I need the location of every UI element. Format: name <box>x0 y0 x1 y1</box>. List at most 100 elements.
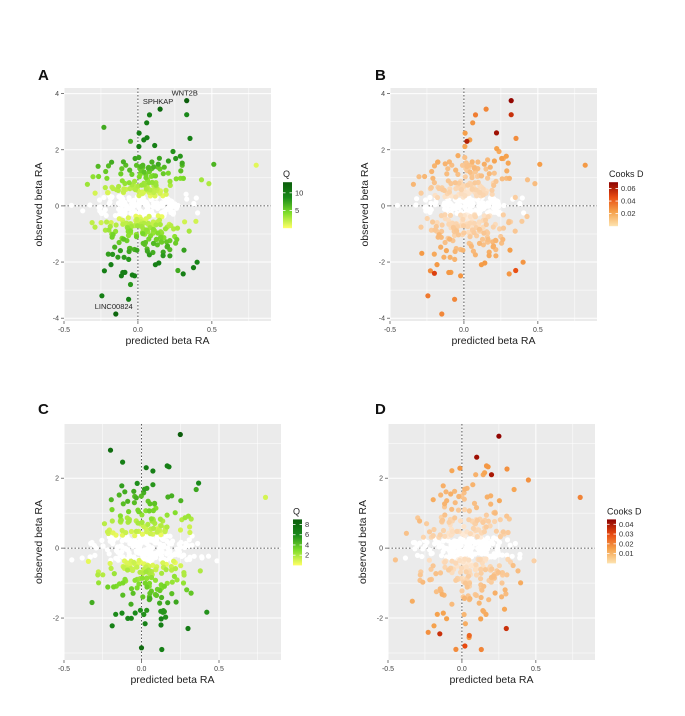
data-point <box>438 492 444 498</box>
data-point <box>480 242 486 248</box>
data-point <box>481 213 487 219</box>
data-point <box>124 567 131 573</box>
data-point <box>462 204 468 210</box>
data-point <box>193 486 199 493</box>
x-tick-label: 0.0 <box>133 327 143 334</box>
data-point <box>87 202 93 208</box>
data-point <box>171 226 177 232</box>
data-point <box>165 545 171 551</box>
data-point <box>121 254 127 260</box>
data-point <box>446 221 452 227</box>
x-tick-label: 0.0 <box>457 666 467 673</box>
data-point <box>506 271 512 277</box>
data-point <box>461 496 467 502</box>
data-point <box>500 212 506 218</box>
data-point <box>503 591 509 597</box>
data-point <box>479 587 485 593</box>
x-tick-label: 0.0 <box>459 327 469 334</box>
data-point <box>253 162 259 168</box>
data-point <box>489 187 495 193</box>
data-point <box>476 226 483 232</box>
data-point <box>157 221 163 228</box>
data-point <box>155 161 161 167</box>
data-point <box>437 532 443 538</box>
data-point <box>394 202 400 208</box>
data-point <box>145 521 151 528</box>
data-point <box>442 564 448 570</box>
data-point <box>447 212 454 218</box>
data-point <box>152 577 159 583</box>
data-point <box>150 508 156 514</box>
data-point <box>480 186 486 192</box>
data-point <box>472 214 478 220</box>
data-point <box>157 106 163 112</box>
x-axis-label: predicted beta RA <box>449 674 533 686</box>
data-point <box>496 433 502 439</box>
data-point <box>143 199 149 205</box>
data-point <box>429 168 435 175</box>
data-point <box>442 216 448 222</box>
data-point <box>120 501 126 507</box>
data-point <box>449 601 455 607</box>
point-annotation: WNT2B <box>172 89 198 98</box>
data-point <box>470 120 476 126</box>
data-point <box>432 227 438 233</box>
data-point <box>157 600 163 606</box>
data-point <box>457 569 464 575</box>
data-point <box>109 234 115 240</box>
data-point <box>116 183 122 190</box>
data-point <box>490 224 496 230</box>
data-point <box>485 214 491 220</box>
legend-tick-label: 0.04 <box>619 520 634 529</box>
data-point <box>487 553 493 559</box>
data-point <box>483 512 489 518</box>
legend-title: Cooks D <box>609 169 644 179</box>
data-point <box>470 538 476 544</box>
data-point <box>127 281 134 288</box>
data-point <box>164 244 170 250</box>
data-point <box>410 181 416 187</box>
x-axis-label: predicted beta RA <box>130 674 214 686</box>
data-point <box>494 547 500 553</box>
data-point <box>127 541 133 547</box>
data-point <box>472 252 478 258</box>
x-tick-label: 0.5 <box>207 327 217 334</box>
data-point <box>486 541 492 547</box>
data-point <box>464 163 470 170</box>
data-point <box>110 251 116 257</box>
data-point <box>138 645 145 651</box>
data-point <box>501 606 508 612</box>
data-point <box>478 594 484 601</box>
data-point <box>153 592 160 599</box>
data-point <box>499 570 505 576</box>
data-point <box>457 465 463 471</box>
data-point <box>178 498 184 504</box>
data-point <box>147 501 153 507</box>
data-point <box>133 495 139 501</box>
data-point <box>439 591 445 597</box>
data-point <box>488 501 494 507</box>
data-point <box>140 231 146 237</box>
data-point <box>167 253 173 259</box>
data-point <box>519 195 525 201</box>
data-point <box>144 135 150 141</box>
data-point <box>461 523 467 530</box>
data-point <box>136 193 142 199</box>
data-point <box>422 173 428 180</box>
data-point <box>417 540 423 546</box>
data-point <box>417 572 423 578</box>
data-point <box>108 497 114 503</box>
x-tick-label: 0.5 <box>533 327 543 334</box>
data-point <box>142 580 148 586</box>
data-point <box>151 551 158 557</box>
data-point <box>426 547 433 553</box>
data-point <box>108 220 114 226</box>
data-point <box>467 214 473 220</box>
data-point <box>508 98 514 104</box>
data-point <box>486 597 492 603</box>
data-point <box>142 621 148 627</box>
data-point <box>184 587 190 593</box>
data-point <box>467 169 473 175</box>
data-point <box>146 508 152 514</box>
data-point <box>478 570 484 576</box>
